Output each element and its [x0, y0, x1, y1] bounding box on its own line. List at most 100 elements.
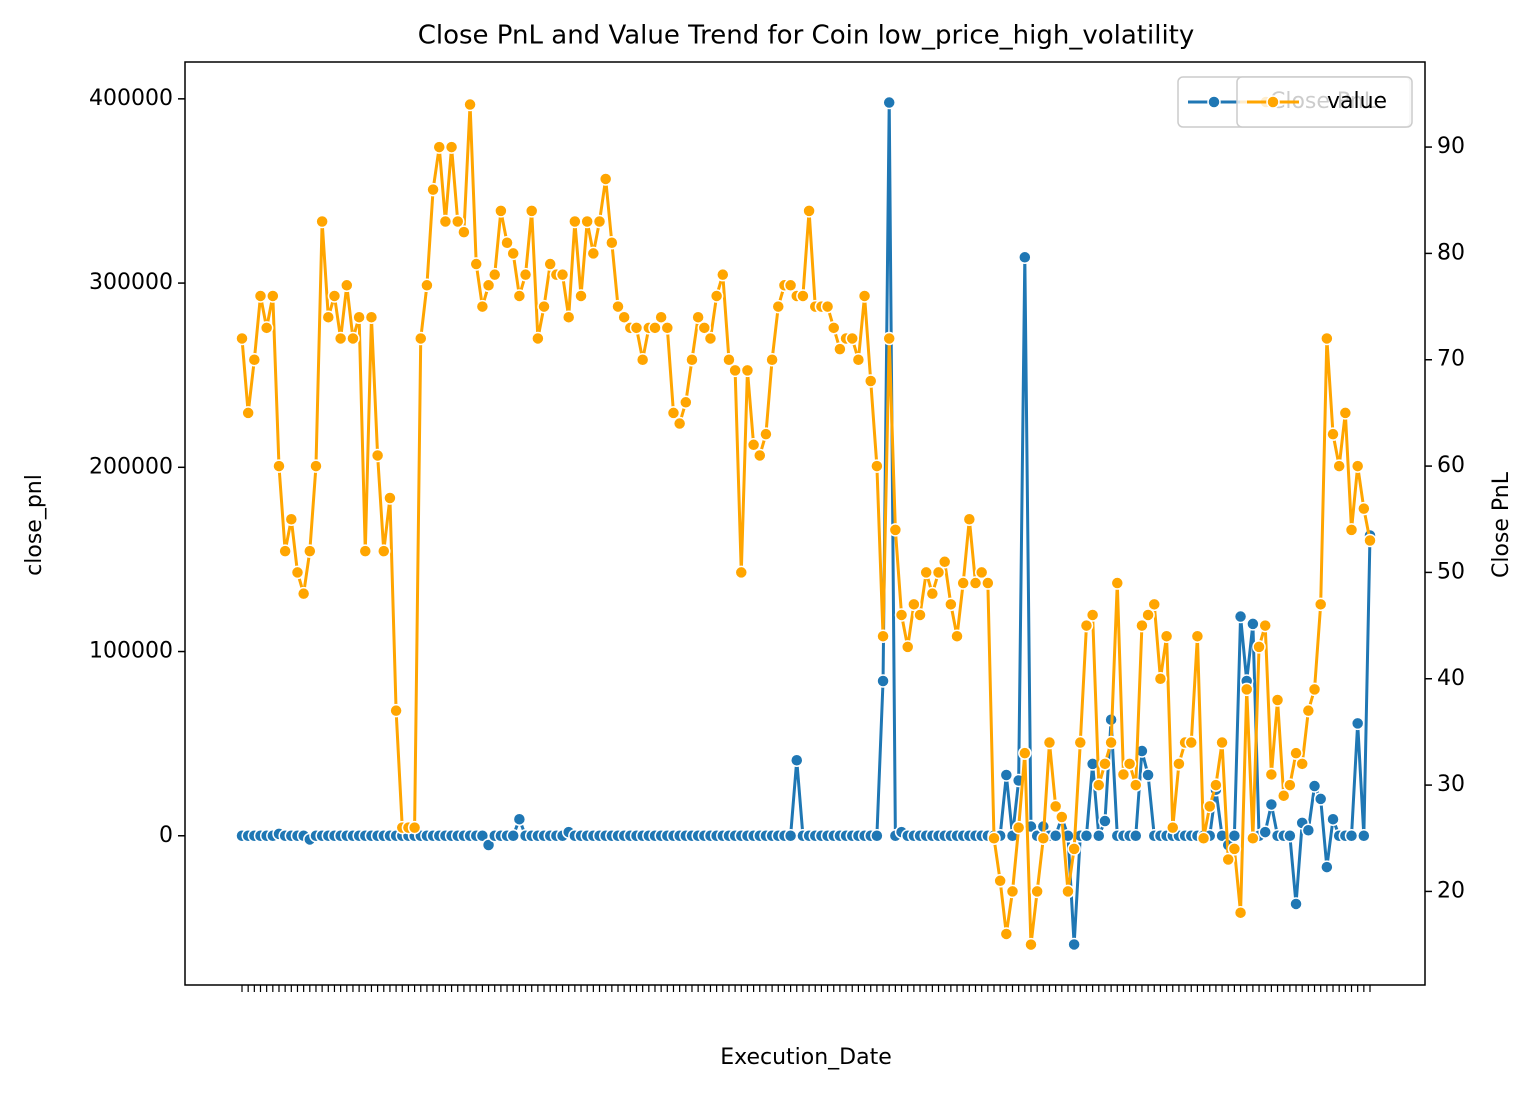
data-point — [352, 310, 366, 324]
y2-tick-label: 70 — [1437, 347, 1465, 372]
data-point — [506, 246, 520, 261]
data-point — [876, 674, 890, 688]
y-tick-label: 300000 — [89, 270, 173, 295]
data-point — [1159, 629, 1174, 643]
data-point — [907, 597, 921, 612]
data-point — [1092, 829, 1106, 843]
data-point — [956, 576, 970, 590]
data-point — [309, 459, 323, 473]
data-point — [937, 555, 952, 569]
data-point — [1326, 427, 1340, 441]
data-point — [1011, 820, 1026, 835]
data-point — [913, 608, 927, 622]
data-point — [981, 576, 995, 590]
data-point — [1067, 842, 1081, 856]
data-point — [1129, 778, 1143, 792]
data-point — [383, 491, 397, 505]
data-point — [617, 310, 631, 324]
data-point — [296, 586, 311, 601]
data-point — [944, 597, 958, 612]
data-point — [728, 363, 742, 378]
data-point — [1283, 778, 1297, 792]
data-point — [340, 278, 354, 293]
data-point — [1166, 820, 1180, 835]
data-point — [1332, 459, 1346, 473]
data-point — [1005, 884, 1020, 899]
data-point — [1313, 792, 1328, 806]
y2-tick-label: 90 — [1437, 134, 1465, 159]
data-point — [1172, 757, 1186, 771]
data-point — [697, 321, 712, 335]
data-point — [537, 299, 551, 314]
data-point — [1357, 829, 1371, 843]
data-point — [1098, 757, 1112, 771]
data-point — [598, 172, 613, 186]
data-point — [685, 352, 699, 367]
data-point — [1258, 618, 1272, 633]
data-point — [703, 331, 718, 346]
data-point — [512, 289, 527, 303]
data-point — [1307, 682, 1322, 697]
y2-axis-label: Close PnL — [1489, 471, 1514, 578]
data-point — [1301, 703, 1316, 718]
data-point — [1233, 609, 1248, 624]
data-point — [438, 214, 453, 229]
data-point — [783, 829, 798, 843]
data-point — [518, 267, 533, 282]
data-point — [802, 204, 816, 218]
data-point — [364, 310, 379, 324]
data-point — [543, 257, 557, 271]
data-point — [346, 331, 360, 346]
y-tick-label: 100000 — [89, 639, 173, 664]
data-point — [1326, 812, 1340, 826]
legend-label: value — [1327, 89, 1387, 114]
data-point — [654, 310, 668, 324]
data-point — [660, 321, 675, 335]
data-point — [1067, 937, 1081, 952]
data-point — [1030, 884, 1044, 899]
data-point — [444, 140, 459, 154]
y2-tick-label: 40 — [1437, 666, 1465, 691]
data-point — [512, 812, 527, 826]
data-point — [679, 395, 693, 410]
data-point — [1289, 746, 1303, 760]
data-point — [1215, 735, 1229, 750]
data-point — [1264, 767, 1279, 782]
data-point — [1350, 459, 1365, 473]
data-point — [253, 289, 268, 303]
data-point — [432, 140, 446, 154]
data-point — [882, 95, 896, 110]
data-point — [876, 629, 890, 643]
data-point — [950, 629, 964, 643]
data-point — [580, 214, 594, 229]
data-point — [500, 236, 514, 250]
data-point — [894, 608, 909, 622]
data-point — [1092, 778, 1106, 792]
data-point — [1239, 682, 1254, 697]
data-point — [771, 299, 786, 314]
data-point — [1048, 829, 1063, 843]
data-point — [1141, 768, 1155, 782]
data-point — [870, 829, 884, 843]
data-point — [1227, 842, 1242, 856]
data-point — [414, 331, 428, 346]
data-point — [568, 214, 582, 229]
data-point — [870, 459, 884, 473]
y-tick-label: 400000 — [89, 86, 173, 111]
data-point — [666, 406, 681, 420]
data-point — [1190, 629, 1205, 643]
data-point — [1129, 829, 1143, 843]
data-point — [235, 331, 249, 346]
data-point — [1116, 767, 1131, 782]
data-point — [259, 321, 274, 335]
data-point — [672, 416, 687, 431]
data-point — [463, 97, 477, 112]
data-point — [1048, 799, 1063, 814]
data-point — [1202, 799, 1217, 814]
x-axis-label: Execution_Date — [720, 1045, 892, 1070]
data-point — [247, 352, 262, 367]
data-point — [1042, 735, 1057, 750]
data-point — [1246, 831, 1260, 846]
data-point — [370, 448, 385, 463]
